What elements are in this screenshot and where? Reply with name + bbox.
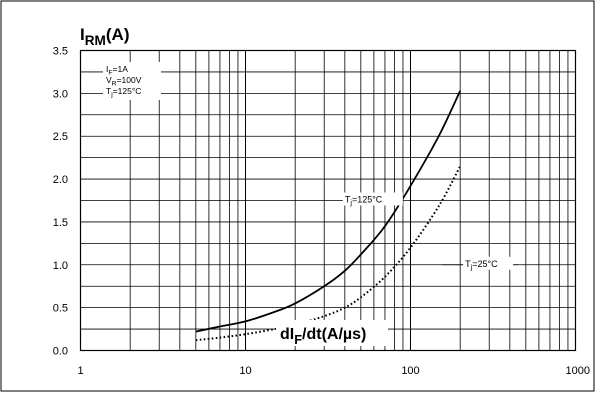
y-tick-label: 3.5 — [53, 46, 68, 58]
y-tick-label: 2.0 — [53, 174, 68, 186]
x-tick-label: 1000 — [566, 365, 590, 377]
series-label-1-rest: =25°C — [472, 259, 498, 269]
condition-line-rest: =125°C — [113, 86, 142, 96]
y-tick-label: 3.0 — [53, 88, 68, 100]
xlabel-sub: F — [294, 332, 302, 347]
condition-line-rest: =100V — [117, 75, 142, 85]
xlabel-rest: /dt(A/µs) — [302, 326, 366, 343]
xlabel-main: dI — [280, 326, 294, 343]
series-label-0-rest: =125°C — [352, 195, 383, 205]
y-tick-label: 0.5 — [53, 303, 68, 315]
y-tick-label: 0.0 — [53, 346, 68, 358]
x-tick-label: 100 — [401, 365, 419, 377]
x-tick-label: 10 — [239, 365, 251, 377]
x-tick-label: 1 — [77, 365, 83, 377]
ylabel-sub: RM — [85, 33, 106, 48]
y-tick-label: 1.5 — [53, 217, 68, 229]
ylabel-rest: (A) — [106, 25, 130, 44]
condition-line-rest: =1A — [113, 64, 129, 74]
y-tick-label: 1.0 — [53, 260, 68, 272]
y-tick-label: 2.5 — [53, 131, 68, 143]
